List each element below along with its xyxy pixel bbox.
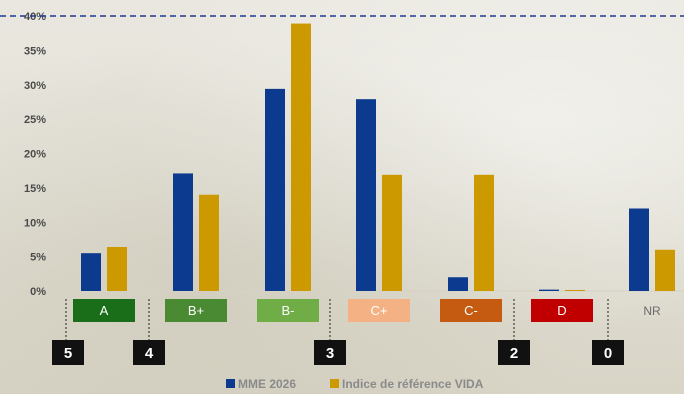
category-box — [531, 299, 593, 322]
bar-mme-bplus — [173, 173, 193, 291]
category-box — [348, 299, 410, 322]
score-marker-box — [592, 340, 624, 365]
score-marker-box — [133, 340, 165, 365]
category-label: D — [557, 303, 566, 318]
category-box — [440, 299, 502, 322]
score-marker-label: 2 — [510, 345, 518, 362]
bar-vida-bplus — [199, 194, 219, 291]
score-marker-label: 0 — [604, 345, 612, 362]
category-label: B- — [282, 303, 295, 318]
bar-vida-d — [565, 290, 585, 291]
score-marker-label: 4 — [145, 345, 154, 362]
score-marker-box — [52, 340, 84, 365]
bar-vida-nr — [655, 249, 675, 291]
y-tick-label: 15% — [24, 183, 46, 195]
bar-mme-a — [81, 253, 101, 291]
score-marker-box — [314, 340, 346, 365]
category-box — [257, 299, 319, 322]
y-tick-label: 0% — [30, 286, 46, 298]
score-marker-label: 5 — [64, 345, 72, 362]
bar-mme-d — [539, 289, 559, 291]
bar-vida-a — [107, 247, 127, 291]
score-marker-box — [498, 340, 530, 365]
bar-mme-bminus — [265, 88, 285, 291]
category-label: A — [100, 303, 109, 318]
y-tick-label: 30% — [24, 80, 46, 92]
category-box — [73, 299, 135, 322]
bar-mme-cminus — [448, 277, 468, 291]
legend-label: MME 2026 — [238, 377, 296, 391]
bar-mme-cplus — [356, 99, 376, 291]
y-tick-label: 10% — [24, 217, 46, 229]
bar-vida-cplus — [382, 174, 402, 291]
bar-vida-cminus — [474, 174, 494, 291]
y-tick-label: 5% — [30, 252, 46, 264]
bar-vida-bminus — [291, 23, 311, 291]
category-label: C- — [464, 303, 478, 318]
category-label: B+ — [188, 303, 204, 318]
y-tick-label: 20% — [24, 149, 46, 161]
category-label: NR — [643, 304, 661, 318]
y-tick-label: 40% — [24, 11, 46, 23]
category-label: C+ — [371, 303, 388, 318]
category-box — [165, 299, 227, 322]
y-tick-label: 35% — [24, 45, 46, 57]
score-marker-label: 3 — [326, 345, 334, 362]
legend-label: Indice de référence VIDA — [342, 377, 484, 391]
y-tick-label: 25% — [24, 114, 46, 126]
legend-swatch — [226, 379, 235, 388]
bar-mme-nr — [629, 208, 649, 291]
legend-swatch — [330, 379, 339, 388]
